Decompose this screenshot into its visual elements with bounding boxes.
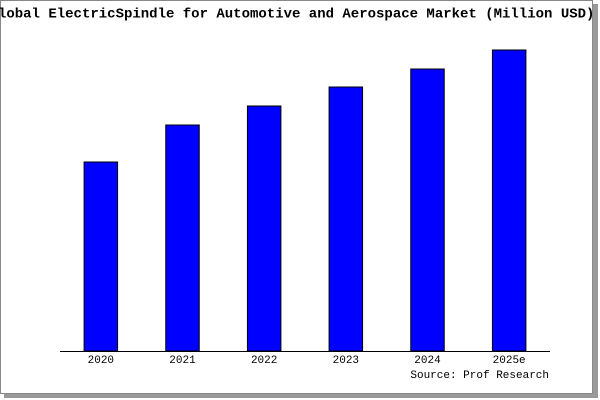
x-tick-label: 2020: [88, 355, 114, 367]
bar: [246, 105, 282, 352]
bar: [410, 68, 445, 352]
x-tick-label: 2022: [251, 355, 277, 367]
source: Source: Prof Research: [410, 370, 549, 382]
bar: [83, 161, 119, 352]
bar: [491, 49, 527, 352]
bar: [328, 86, 364, 352]
x-tick-label: 2023: [333, 355, 359, 367]
x-tick-label: 2024: [414, 355, 441, 367]
x-tick-label: 2021: [169, 355, 196, 367]
x-tick-label: 2025e: [493, 355, 526, 367]
chart-title: Global ElectricSpindle for Automotive an…: [0, 7, 594, 23]
bar: [165, 124, 200, 352]
